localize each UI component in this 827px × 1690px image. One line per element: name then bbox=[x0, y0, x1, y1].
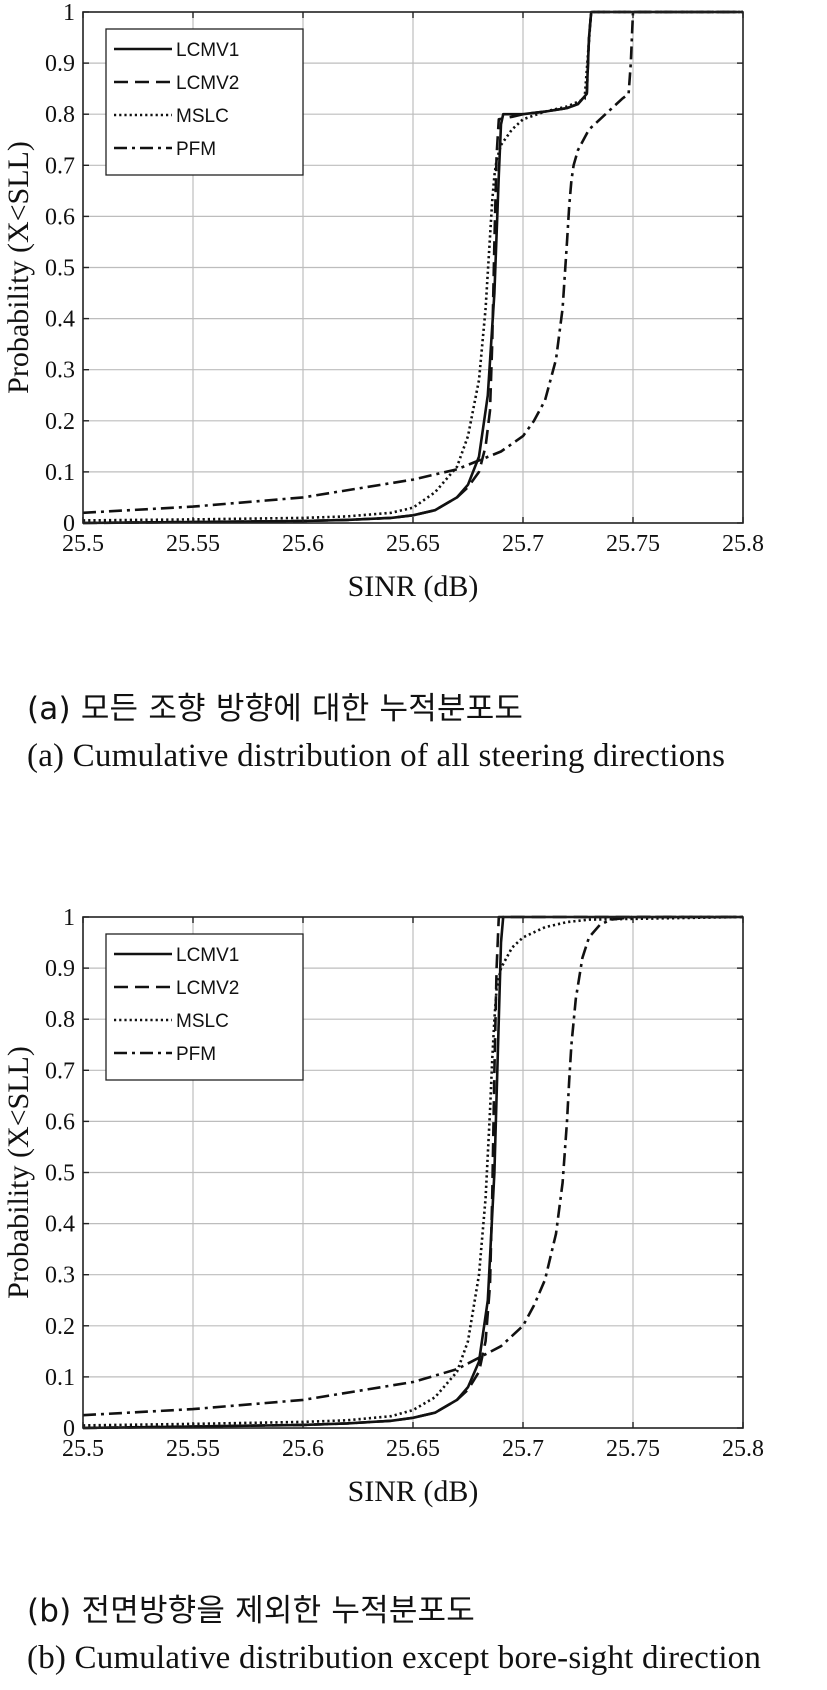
y-tick-label: 0 bbox=[63, 511, 75, 537]
y-tick-label: 0.7 bbox=[45, 153, 75, 179]
legend-label-mslc: MSLC bbox=[176, 106, 229, 127]
y-tick-label: 0.8 bbox=[45, 1007, 75, 1033]
x-tick-label: 25.5 bbox=[62, 1436, 104, 1462]
y-tick-label: 0.9 bbox=[45, 956, 75, 982]
series-line-pfm bbox=[82, 915, 743, 1417]
y-tick-label: 0 bbox=[63, 1416, 75, 1442]
x-tick-label: 25.6 bbox=[282, 531, 324, 557]
x-tick-label: 25.55 bbox=[166, 1436, 220, 1462]
y-tick-label: 1 bbox=[63, 905, 75, 931]
y-tick-label: 0.3 bbox=[45, 1263, 75, 1289]
x-tick-label: 25.75 bbox=[606, 1436, 660, 1462]
series-lines bbox=[82, 10, 743, 525]
y-tick-label: 0.2 bbox=[45, 1314, 75, 1340]
y-tick-label: 0.3 bbox=[45, 358, 75, 384]
y-tick-label: 1 bbox=[63, 0, 75, 26]
y-tick-label: 0.8 bbox=[45, 102, 75, 128]
caption-b-english: (b) Cumulative distribution except bore-… bbox=[27, 1640, 762, 1676]
x-axis-label: SINR (dB) bbox=[348, 1475, 479, 1508]
legend-box bbox=[105, 933, 304, 1081]
x-tick-label: 25.6 bbox=[282, 1436, 324, 1462]
legend-label-lcmv1: LCMV1 bbox=[176, 945, 239, 966]
x-tick-label: 25.65 bbox=[386, 531, 440, 557]
y-tick-label: 0.1 bbox=[45, 1365, 75, 1391]
y-axis-label: Probability (X<SLL) bbox=[2, 1046, 35, 1299]
caption-a-english: (a) Cumulative distribution of all steer… bbox=[27, 738, 726, 774]
y-axis-label: Probability (X<SLL) bbox=[2, 141, 35, 394]
figure-panel-b: 25.5 25.55 25.6 25.65 25.7 25.75 25.8 0 0.1 0.2 0.… bbox=[0, 905, 827, 1690]
series-lines bbox=[82, 915, 744, 1430]
legend-label-pfm: PFM bbox=[176, 139, 216, 160]
legend-label-lcmv2: LCMV2 bbox=[176, 978, 239, 999]
x-tick-label: 25.75 bbox=[606, 531, 660, 557]
series-line-mslc bbox=[82, 915, 744, 1427]
y-tick-label: 0.6 bbox=[45, 1109, 75, 1135]
y-tick-label: 0.2 bbox=[45, 409, 75, 435]
legend-label-mslc: MSLC bbox=[176, 1011, 229, 1032]
x-tick-label: 25.65 bbox=[386, 1436, 440, 1462]
tick-labels: 25.5 25.55 25.6 25.65 25.7 25.75 25.8 0 0.1 0.2 0.… bbox=[45, 0, 764, 557]
y-tick-label: 0.5 bbox=[45, 1161, 75, 1187]
series-line-lcmv2 bbox=[82, 10, 743, 525]
caption-a-korean: (a) 모든 조향 방향에 대한 누적분포도 bbox=[27, 691, 524, 727]
x-tick-label: 25.7 bbox=[502, 531, 544, 557]
y-tick-label: 0.1 bbox=[45, 460, 75, 486]
series-line-mslc bbox=[82, 10, 743, 522]
legend-label-lcmv1: LCMV1 bbox=[176, 40, 239, 61]
legend: LCMV1 LCMV2 MSLC PFM bbox=[105, 28, 304, 176]
x-tick-label: 25.8 bbox=[722, 531, 764, 557]
legend: LCMV1 LCMV2 MSLC PFM bbox=[105, 933, 304, 1081]
x-tick-label: 25.55 bbox=[166, 531, 220, 557]
y-tick-label: 0.7 bbox=[45, 1058, 75, 1084]
y-tick-label: 0.4 bbox=[45, 307, 75, 333]
cdf-chart-b: 25.5 25.55 25.6 25.65 25.7 25.75 25.8 0 0.1 0.2 0.… bbox=[2, 905, 764, 1508]
series-line-pfm bbox=[82, 10, 743, 515]
caption-b-korean: (b) 전면방향을 제외한 누적분포도 bbox=[27, 1593, 475, 1629]
x-tick-label: 25.5 bbox=[62, 531, 104, 557]
tick-labels: 25.5 25.55 25.6 25.65 25.7 25.75 25.8 0 0.1 0.2 0.… bbox=[45, 905, 764, 1462]
legend-box bbox=[105, 28, 304, 176]
grid-lines bbox=[83, 12, 743, 523]
x-tick-label: 25.8 bbox=[722, 1436, 764, 1462]
legend-label-lcmv2: LCMV2 bbox=[176, 73, 239, 94]
y-tick-label: 0.6 bbox=[45, 204, 75, 230]
x-axis-label: SINR (dB) bbox=[348, 570, 479, 603]
y-tick-label: 0.5 bbox=[45, 256, 75, 282]
legend-label-pfm: PFM bbox=[176, 1044, 216, 1065]
y-tick-label: 0.9 bbox=[45, 51, 75, 77]
cdf-chart-a: 25.5 25.55 25.6 25.65 25.7 25.75 25.8 0 0.1 0.2 0.… bbox=[2, 0, 764, 603]
y-tick-label: 0.4 bbox=[45, 1212, 75, 1238]
x-tick-label: 25.7 bbox=[502, 1436, 544, 1462]
figure-panel-a: 25.5 25.55 25.6 25.65 25.7 25.75 25.8 0 0.1 0.2 0.… bbox=[0, 0, 827, 800]
